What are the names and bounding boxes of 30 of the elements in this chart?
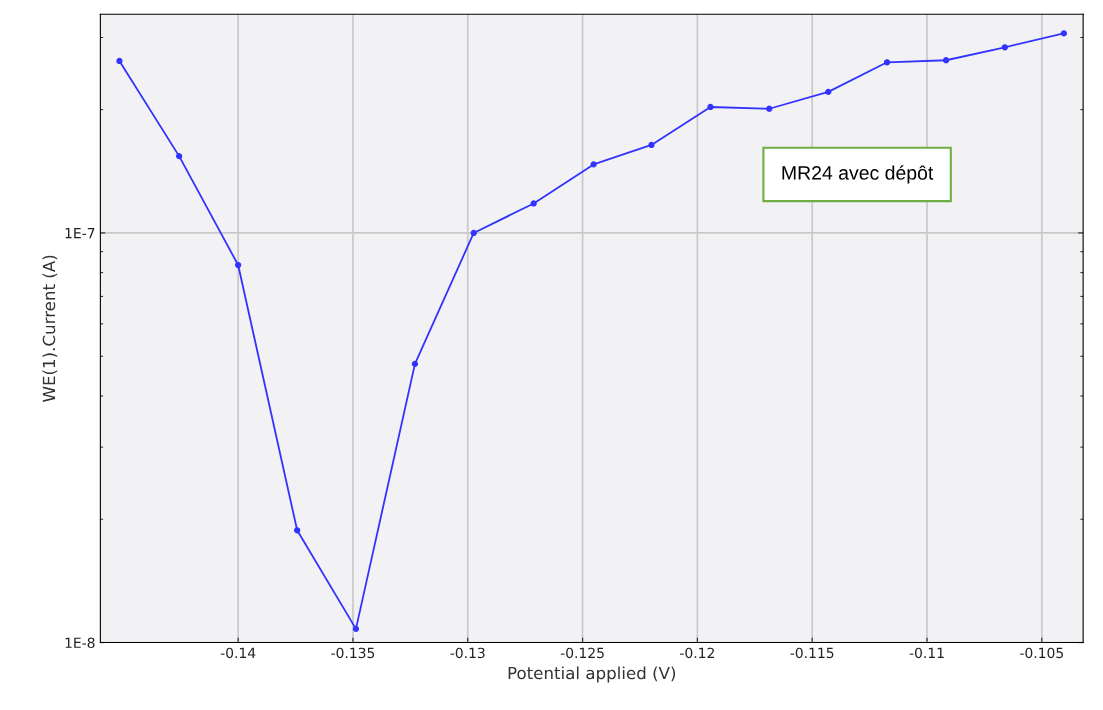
point <box>116 57 123 65</box>
point <box>1060 30 1067 37</box>
point <box>470 229 477 237</box>
x-tick-label: -0.115 <box>790 647 834 659</box>
point <box>411 360 419 368</box>
point <box>648 141 655 149</box>
point <box>176 153 183 160</box>
x-tick-label: -0.12 <box>680 647 714 659</box>
point <box>883 59 891 66</box>
point <box>1001 44 1008 51</box>
x-tick-label: -0.135 <box>331 647 375 659</box>
point <box>294 527 301 534</box>
point <box>235 261 242 269</box>
y-axis-title: WE(1).Current (A) <box>42 255 58 402</box>
annotation: MR24 avec dépôt <box>782 165 934 184</box>
y-tick-label: 1E-7 <box>65 228 95 239</box>
point <box>707 103 714 111</box>
x-tick-label: -0.13 <box>450 647 485 659</box>
point <box>352 625 360 632</box>
x-tick-label: -0.125 <box>560 647 604 659</box>
x-tick-label: -0.11 <box>909 647 944 659</box>
point <box>590 161 597 168</box>
x-axis-title: Potential applied (V) <box>508 666 676 683</box>
point <box>530 200 537 207</box>
point <box>766 105 773 112</box>
x-tick-label: -0.105 <box>1020 647 1063 659</box>
point <box>825 88 832 96</box>
y-tick-label: 1E-8 <box>65 637 95 649</box>
x-tick-label: -0.14 <box>220 647 256 659</box>
point <box>942 57 950 64</box>
